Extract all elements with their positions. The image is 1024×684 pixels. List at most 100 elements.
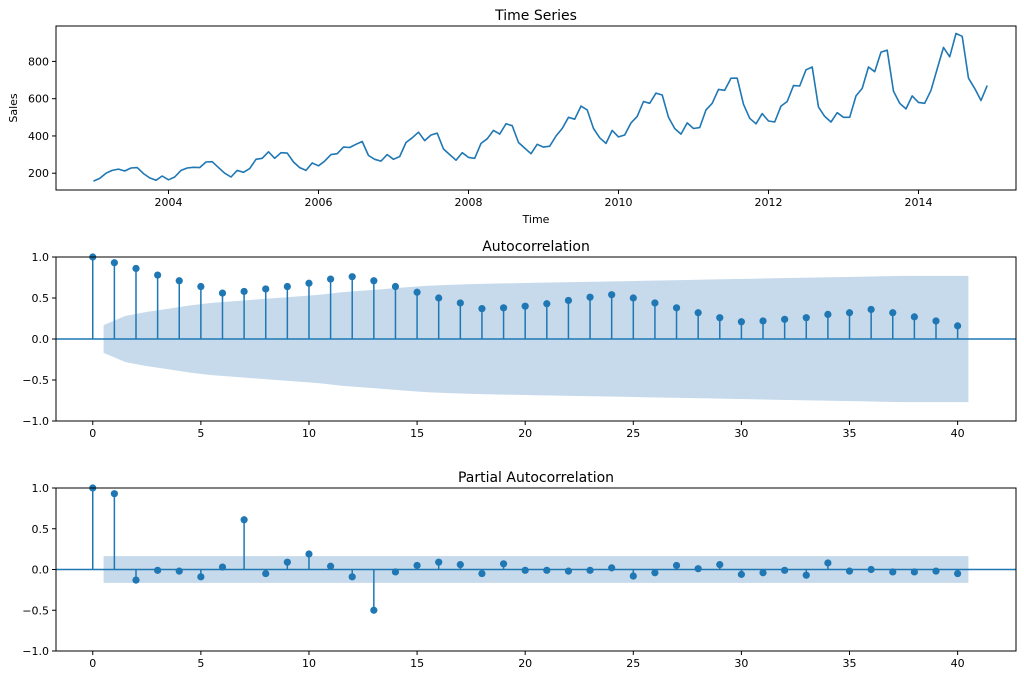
stem-marker	[608, 291, 616, 299]
x-tick-label: 0	[89, 657, 96, 670]
stem-marker	[391, 568, 400, 576]
stem-marker	[456, 561, 464, 569]
stem-marker	[802, 571, 810, 579]
x-tick-label: 2014	[905, 196, 933, 209]
y-tick-label: 0.0	[32, 564, 50, 577]
x-tick-label: 40	[951, 657, 965, 670]
x-tick-label: 10	[302, 427, 316, 440]
series-line-sales	[93, 32, 988, 182]
x-tick-label: 20	[518, 657, 532, 670]
stem-marker	[240, 287, 248, 296]
x-tick-label: 35	[843, 657, 857, 670]
stem-marker	[197, 282, 205, 291]
y-tick-label: 0.5	[32, 292, 50, 305]
stem-marker	[737, 318, 746, 326]
x-tick-label: 20	[518, 427, 532, 440]
stem-marker	[802, 314, 810, 322]
stem-marker	[716, 314, 724, 322]
stem-marker	[564, 567, 573, 575]
stem-marker	[716, 561, 724, 569]
x-tick-label: 2010	[605, 196, 633, 209]
stem-marker	[651, 299, 659, 307]
stem-marker	[824, 559, 832, 567]
x-axis-label: Time	[522, 213, 550, 226]
stem-marker	[391, 282, 400, 291]
x-tick-label: 35	[843, 427, 857, 440]
stem-marker	[543, 566, 551, 574]
stem-marker	[283, 558, 291, 566]
stem-marker	[154, 566, 162, 574]
chart-title: Partial Autocorrelation	[458, 470, 614, 486]
y-tick-label: −1.0	[22, 645, 49, 658]
stem-marker	[478, 569, 486, 578]
stem-marker	[413, 288, 421, 296]
stem-marker	[954, 322, 962, 330]
y-tick-label: 800	[28, 55, 49, 68]
stem-marker	[694, 309, 702, 317]
stem-marker	[478, 305, 486, 313]
y-tick-label: −1.0	[22, 415, 49, 428]
stem-marker	[672, 561, 681, 570]
stem-marker	[435, 558, 443, 566]
stem-marker	[110, 490, 118, 498]
y-tick-label: −0.5	[22, 374, 49, 387]
stem-marker	[629, 294, 637, 302]
stem-marker	[197, 573, 205, 581]
stem-marker	[564, 296, 573, 305]
x-tick-label: 5	[197, 427, 204, 440]
stem-marker	[456, 299, 464, 307]
stem-marker	[629, 572, 637, 580]
x-tick-label: 30	[734, 657, 748, 670]
stem-marker	[262, 285, 270, 293]
stem-marker	[845, 567, 854, 575]
stem-marker	[954, 569, 962, 578]
y-tick-label: 1.0	[32, 251, 50, 264]
stem-marker	[824, 310, 832, 318]
stem-marker	[348, 273, 356, 281]
stem-marker	[240, 516, 248, 524]
stem-marker	[326, 275, 335, 283]
x-tick-label: 0	[89, 427, 96, 440]
y-tick-label: −0.5	[22, 604, 49, 617]
x-tick-label: 2012	[755, 196, 783, 209]
stem-marker	[889, 568, 897, 576]
stem-marker	[867, 565, 875, 574]
x-tick-label: 30	[734, 427, 748, 440]
x-tick-label: 15	[410, 657, 424, 670]
y-tick-label: 1.0	[32, 482, 50, 495]
stem-marker	[521, 302, 529, 310]
stem-marker	[759, 569, 767, 577]
axes-frame	[55, 25, 1017, 191]
stem-marker	[262, 569, 270, 578]
chart-title: Autocorrelation	[482, 239, 590, 255]
stem-marker	[154, 271, 162, 279]
y-tick-label: 200	[28, 167, 49, 180]
y-tick-label: 400	[28, 130, 49, 143]
stem-marker	[175, 567, 183, 575]
stem-marker	[283, 282, 291, 291]
stem-marker	[132, 576, 140, 584]
stem-marker	[132, 264, 140, 273]
x-tick-label: 40	[951, 427, 965, 440]
stem-marker	[608, 564, 616, 572]
stem-marker	[586, 566, 594, 574]
x-tick-label: 10	[302, 657, 316, 670]
stem-marker	[110, 259, 118, 267]
stem-marker	[175, 277, 183, 285]
x-tick-label: 25	[626, 427, 640, 440]
stem-marker	[305, 279, 313, 287]
stem-marker	[910, 568, 918, 576]
x-tick-label: 2006	[305, 196, 333, 209]
x-tick-label: 25	[626, 657, 640, 670]
stem-marker	[586, 293, 594, 301]
stem-marker	[348, 573, 356, 581]
y-tick-label: 0.0	[32, 333, 50, 346]
stem-marker	[932, 567, 940, 575]
stem-marker	[759, 317, 767, 325]
y-axis-label: Sales	[7, 93, 20, 123]
chart-title: Time Series	[494, 8, 577, 24]
stem-marker	[781, 566, 789, 574]
stem-marker	[694, 565, 702, 573]
